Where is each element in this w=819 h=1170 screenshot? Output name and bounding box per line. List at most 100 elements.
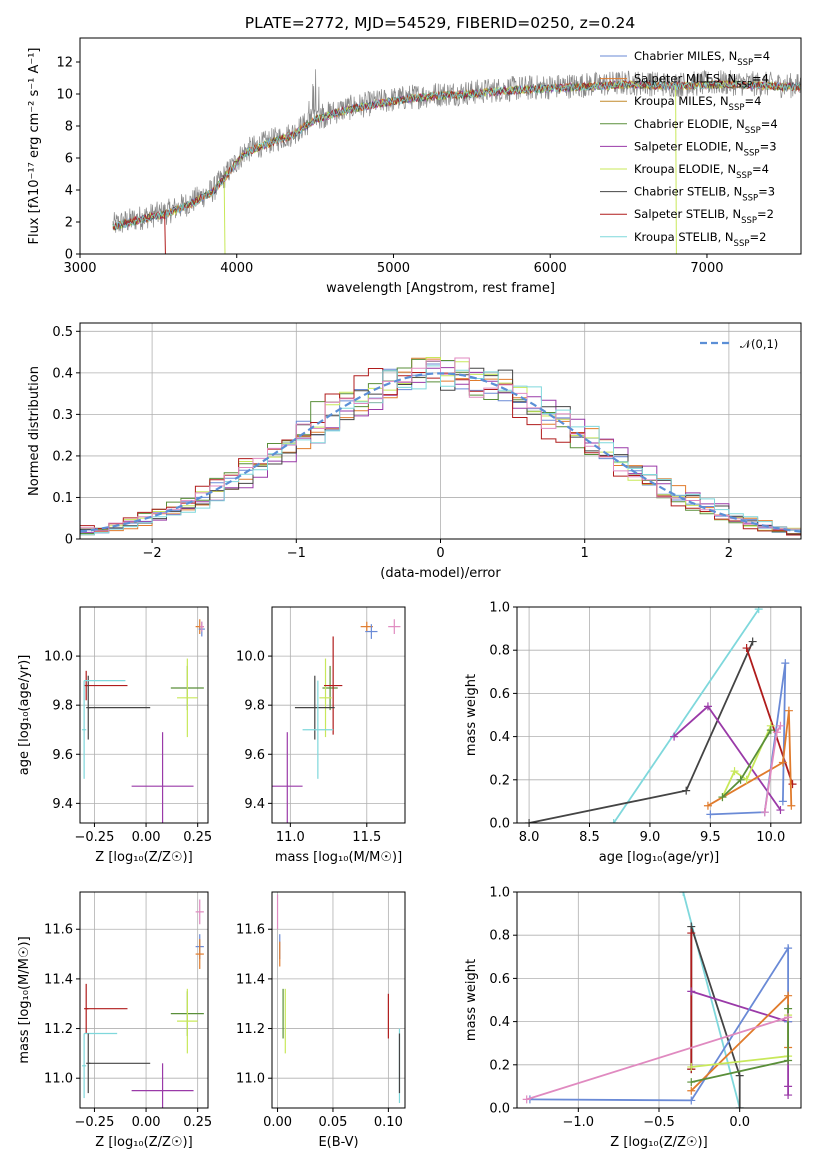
y-tick-label: 11.2 [44,1022,73,1037]
spectrum-model-line [112,79,801,231]
x-axis-label: wavelength [Angstrom, rest frame] [326,281,555,296]
weight-marker [687,1078,696,1087]
y-tick-label: 1.0 [489,601,510,616]
errorbar-point [177,658,198,738]
errorbar-point [86,1033,91,1094]
legend-label-text: Salpeter STELIB, N [634,207,741,221]
y-tick-label: 0.8 [489,929,510,944]
y-tick-label: 11.4 [44,972,73,987]
y-tick-label: 0.2 [489,773,510,788]
weight-marker [687,987,696,996]
axes-frame [271,891,406,1109]
panel-mass-weight-vs-age: 8.0 8.5 9.0 9.5 10.0 0.0 0.2 0.4 0.6 0.8 1.0 age [l… [464,601,802,865]
legend-label: 𝒩(0,1) [740,337,778,351]
x-tick-label: 6000 [534,261,567,276]
weight-marker [687,1096,696,1105]
x-tick-label: 0 [436,546,444,561]
weight-marker [778,758,787,767]
x-tick-label: −1 [287,546,306,561]
y-tick-label: 9.6 [244,748,265,763]
weight-marker [784,1056,793,1065]
y-tick-label: 9.6 [52,748,73,763]
x-tick-label: 0.0 [729,1115,750,1130]
weight-marker [742,644,751,653]
x-tick-label: −0.5 [643,1115,675,1130]
weight-marker [682,786,691,795]
weight-marker [703,801,712,810]
weight-marker [784,1013,793,1022]
legend-label-text: Kroupa ELODIE, N [634,162,736,176]
weight-marker [718,793,727,802]
weight-marker [776,721,785,730]
errorbar-points [272,619,401,823]
y-tick-label: 0.6 [489,972,510,987]
weight-marker [687,929,696,938]
legend-label-subscript: SSP [737,58,753,68]
x-tick-label: 0.05 [318,1115,347,1130]
y-axis-label: mass weight [464,674,479,756]
errorbar-point [82,1033,87,1099]
y-tick-label: 0 [65,533,73,548]
y-tick-label: 0.0 [489,817,510,832]
errorbar-point [294,675,335,740]
weight-marker [735,1071,744,1080]
weight-line [721,725,772,798]
x-tick-label: 11.0 [276,830,305,845]
errorbar-point [177,988,198,1054]
weight-line [526,1016,789,1101]
y-tick-label: 0.6 [489,687,510,702]
legend-label: Salpeter MILES, NSSP=4 [634,72,769,91]
legend-label-suffix: =4 [761,117,778,131]
legend-label-suffix: =2 [757,207,774,221]
histogram-bars [80,357,801,538]
legend-label: Salpeter ELODIE, NSSP=3 [634,139,777,158]
x-axis-label: age [log₁₀(age/yr)] [599,850,720,865]
y-tick-label: 11.6 [44,923,73,938]
legend-label-text: Salpeter MILES, N [634,72,736,86]
weight-marker [679,892,688,896]
weight-marker [748,637,757,646]
x-tick-label: 0.25 [183,830,212,845]
legend-label-subscript: SSP [736,81,752,91]
x-tick-label: 0.10 [374,1115,403,1130]
y-tick-label: 9.8 [52,699,73,714]
legend-label-subscript: SSP [744,148,760,158]
weight-marker [784,1091,793,1100]
y-tick-label: 9.4 [52,797,73,812]
y-tick-label: 0.4 [489,730,510,745]
y-tick-label: 11.4 [236,972,265,987]
legend-label-suffix: =4 [752,162,769,176]
weight-marker [781,659,790,668]
legend-label: Chabrier MILES, NSSP=4 [634,49,770,68]
x-tick-label: −0.25 [75,830,115,845]
weight-marker [687,1062,696,1071]
figure-title: PLATE=2772, MJD=54529, FIBERID=0250, z=0… [245,14,635,32]
y-tick-label: 10.0 [44,650,73,665]
axes-frame [516,606,802,824]
legend-label-subscript: SSP [736,171,752,181]
errorbar-point [302,680,334,779]
errorbar-point [82,680,87,779]
y-tick-label: 0.8 [489,644,510,659]
y-axis-label: Normed distribution [27,366,42,496]
x-tick-label: 7000 [690,261,723,276]
x-tick-label: 8.0 [519,830,540,845]
legend-label: Kroupa ELODIE, NSSP=4 [634,162,769,181]
legend-label-suffix: =4 [744,94,761,108]
weight-marker [787,801,796,810]
legend-label-text: Chabrier STELIB, N [634,185,742,199]
axes-frame [79,606,209,824]
x-tick-label: 2 [725,546,733,561]
errorbar-point [388,619,401,634]
x-axis-label: mass [log₁₀(M/M☉)] [275,850,402,865]
x-tick-label: 1 [581,546,589,561]
x-tick-label: 0.00 [132,830,161,845]
y-tick-label: 9.8 [244,699,265,714]
axes-frame [516,891,802,1109]
legend-label-subscript: SSP [745,126,761,136]
weight-marker [784,991,793,1000]
weight-marker [609,819,618,823]
y-tick-label: 0.2 [52,449,73,464]
weight-marker [706,810,715,819]
